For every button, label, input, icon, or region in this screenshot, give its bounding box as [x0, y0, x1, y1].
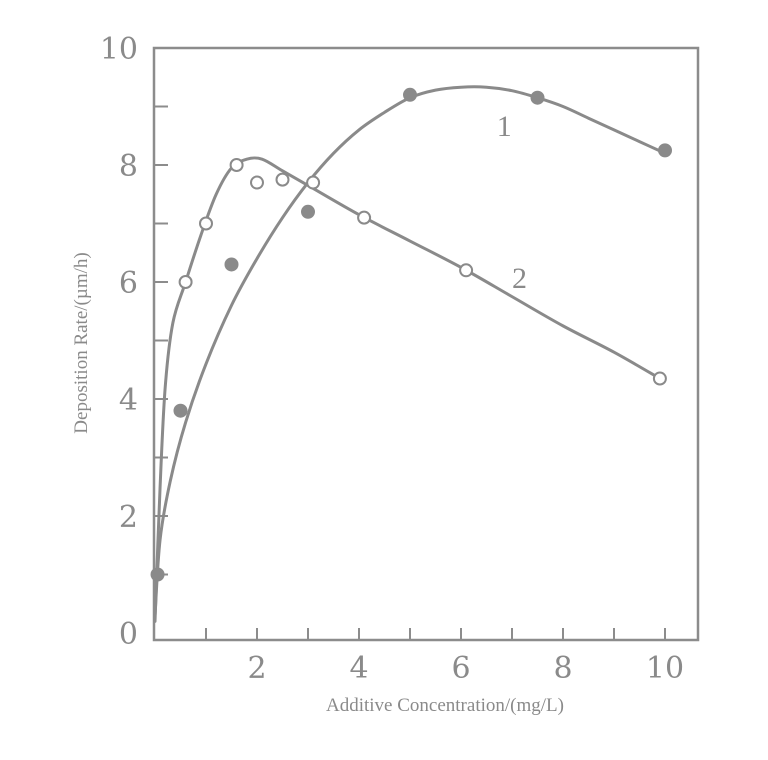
open-data-point: [459, 263, 474, 278]
y-tick-label: 6: [119, 266, 138, 301]
plot-frame: [152, 46, 700, 642]
curves: [153, 85, 667, 623]
open-data-point: [306, 175, 321, 190]
open-data-point: [178, 275, 193, 289]
filled-data-point: [658, 143, 672, 158]
series-1-curve: [153, 85, 667, 617]
filled-data-point: [301, 204, 315, 219]
open-data-point: [229, 158, 244, 172]
y-tick-label: 2: [119, 500, 138, 535]
series-1-label: 1: [497, 110, 512, 143]
x-tick-label: 2: [247, 651, 266, 686]
open-data-point: [652, 371, 667, 386]
series-2-curve: [153, 156, 662, 623]
filled-data-point: [403, 87, 417, 102]
series-2-label: 2: [512, 262, 527, 295]
axes: 0 2 4 6 8 10 2 4 6 8 10: [100, 32, 700, 686]
filled-data-point: [173, 403, 188, 418]
y-tick-label: 10: [100, 32, 138, 67]
x-axis-title: Additive Concentration/(mg/L): [326, 695, 564, 716]
filled-data-point: [150, 567, 165, 582]
y-tick-label: 0: [119, 617, 138, 652]
x-tick-label: 4: [349, 651, 368, 686]
open-data-point: [250, 175, 264, 190]
x-tick-label: 6: [451, 651, 470, 686]
filled-data-point: [224, 257, 239, 272]
data-points: [150, 87, 672, 582]
open-data-point: [275, 172, 290, 187]
x-tick-label: 10: [646, 651, 684, 686]
open-data-point: [357, 210, 372, 225]
open-data-point: [199, 216, 213, 231]
y-tick-label: 4: [119, 383, 138, 418]
filled-data-point: [530, 90, 545, 105]
y-axis-title: Deposition Rate/(µm/h): [71, 252, 92, 433]
x-tick-label: 8: [553, 651, 572, 686]
y-tick-label: 8: [119, 149, 138, 184]
